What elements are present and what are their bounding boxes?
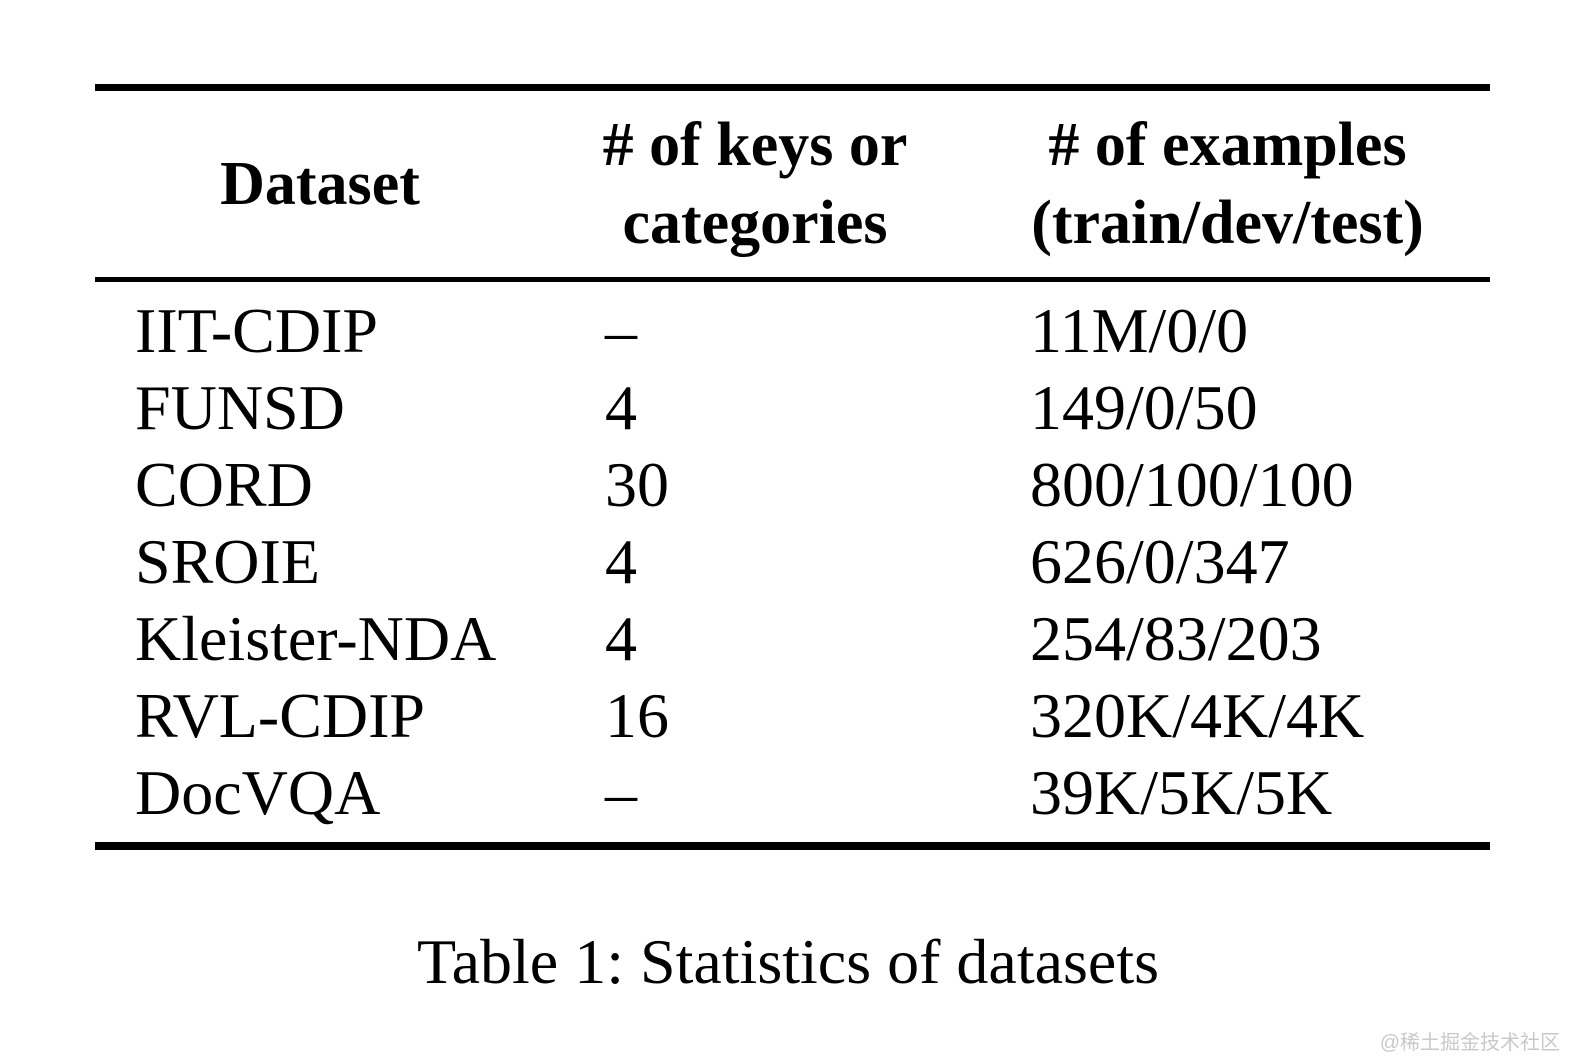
table-rule-top	[95, 84, 1490, 91]
cell-examples-split: 39K/5K/5K	[1030, 757, 1333, 828]
cell-examples-split: 149/0/50	[1030, 372, 1258, 443]
table-header-row: Dataset # of keys or categories # of exa…	[95, 91, 1490, 277]
cell-examples-split: 800/100/100	[1030, 449, 1354, 520]
table-row: Kleister-NDA 4 254/83/203	[95, 600, 1490, 677]
table-row: IIT-CDIP – 11M/0/0	[95, 292, 1490, 369]
cell-dataset-name: RVL-CDIP	[135, 680, 425, 751]
table-row: DocVQA – 39K/5K/5K	[95, 754, 1490, 831]
cell-dataset-name: IIT-CDIP	[135, 295, 378, 366]
table-caption: Table 1: Statistics of datasets	[416, 926, 1160, 997]
col-header-examples: # of examples (train/dev/test)	[1031, 111, 1424, 257]
cell-examples-split: 254/83/203	[1030, 603, 1322, 674]
cell-keys-count: –	[605, 295, 637, 366]
table-rule-middle	[95, 277, 1490, 282]
cell-keys-count: 30	[605, 449, 669, 520]
table-row: FUNSD 4 149/0/50	[95, 369, 1490, 446]
cell-keys-count: 4	[605, 603, 637, 674]
datasets-table: Dataset # of keys or categories # of exa…	[95, 84, 1490, 850]
cell-examples-split: 320K/4K/4K	[1030, 680, 1365, 751]
cell-dataset-name: FUNSD	[135, 372, 345, 443]
col-header-keys-categories: # of keys or categories	[602, 111, 908, 257]
cell-keys-count: 16	[605, 680, 669, 751]
cell-dataset-name: CORD	[135, 449, 313, 520]
table-rule-bottom	[95, 842, 1490, 850]
cell-dataset-name: SROIE	[135, 526, 320, 597]
watermark: @稀土掘金技术社区	[1379, 1032, 1560, 1054]
table-body: IIT-CDIP – 11M/0/0 FUNSD 4 149/0/50 CORD…	[95, 282, 1490, 842]
cell-keys-count: 4	[605, 526, 637, 597]
cell-keys-count: –	[605, 757, 637, 828]
cell-dataset-name: Kleister-NDA	[135, 603, 497, 674]
cell-examples-split: 626/0/347	[1030, 526, 1290, 597]
table-row: CORD 30 800/100/100	[95, 446, 1490, 523]
col-header-dataset: Dataset	[220, 150, 420, 218]
table-row: RVL-CDIP 16 320K/4K/4K	[95, 677, 1490, 754]
cell-keys-count: 4	[605, 372, 637, 443]
cell-dataset-name: DocVQA	[135, 757, 381, 828]
table-row: SROIE 4 626/0/347	[95, 523, 1490, 600]
cell-examples-split: 11M/0/0	[1030, 295, 1249, 366]
